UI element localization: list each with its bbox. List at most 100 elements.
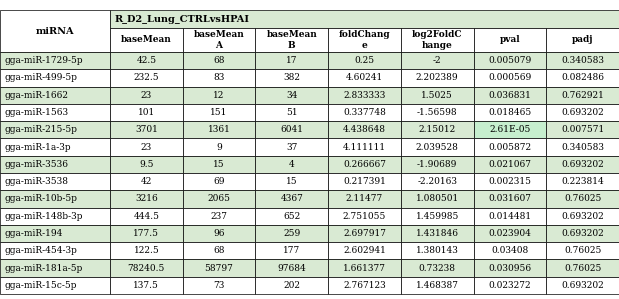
Text: 0.76025: 0.76025 (564, 194, 601, 203)
Bar (474, 173, 547, 190)
Bar (110, 121, 183, 138)
Text: 69: 69 (214, 177, 225, 186)
Bar (547, 260, 619, 277)
Bar (183, 69, 256, 87)
Text: 259: 259 (283, 229, 300, 238)
Bar (110, 173, 183, 190)
Text: 1361: 1361 (207, 125, 230, 134)
Bar (0, 138, 110, 156)
Text: 0.693202: 0.693202 (561, 212, 604, 221)
Text: gga-miR-148b-3p: gga-miR-148b-3p (5, 212, 84, 221)
Text: 0.018465: 0.018465 (488, 108, 532, 117)
Bar (547, 156, 619, 173)
Bar (474, 52, 547, 69)
Text: 0.762921: 0.762921 (561, 91, 604, 100)
Bar (474, 208, 547, 225)
Text: 0.337748: 0.337748 (343, 108, 386, 117)
Text: 0.693202: 0.693202 (561, 160, 604, 169)
Text: 0.340583: 0.340583 (561, 56, 604, 65)
Text: 0.223814: 0.223814 (561, 177, 604, 186)
Text: 0.266667: 0.266667 (343, 160, 386, 169)
Bar (0, 104, 110, 121)
Bar (256, 208, 328, 225)
Bar (110, 242, 183, 260)
Bar (474, 121, 547, 138)
Bar (474, 156, 547, 173)
Bar (547, 87, 619, 104)
Bar (474, 138, 547, 156)
Bar (328, 69, 401, 87)
Text: 1.080501: 1.080501 (415, 194, 459, 203)
Bar (547, 277, 619, 294)
Text: 97684: 97684 (277, 264, 306, 273)
Bar (183, 52, 256, 69)
Text: pval: pval (500, 36, 520, 45)
Text: 2.202389: 2.202389 (416, 74, 459, 83)
Text: 177: 177 (283, 246, 300, 255)
Bar (401, 190, 474, 208)
Bar (474, 277, 547, 294)
Text: 0.25: 0.25 (355, 56, 374, 65)
Text: 0.03408: 0.03408 (491, 246, 529, 255)
Bar (328, 52, 401, 69)
Text: 0.005872: 0.005872 (488, 143, 532, 152)
Text: foldChang
e: foldChang e (339, 30, 391, 50)
Bar (328, 87, 401, 104)
Text: 2.61E-05: 2.61E-05 (489, 125, 530, 134)
Bar (256, 87, 328, 104)
Text: 34: 34 (286, 91, 298, 100)
Text: 37: 37 (286, 143, 298, 152)
Text: 1.5025: 1.5025 (422, 91, 453, 100)
Text: 3216: 3216 (135, 194, 158, 203)
Text: 0.007571: 0.007571 (561, 125, 604, 134)
Text: 73: 73 (214, 281, 225, 290)
Text: 202: 202 (284, 281, 300, 290)
Text: 0.023904: 0.023904 (488, 229, 531, 238)
Text: 2.767123: 2.767123 (343, 281, 386, 290)
Bar (183, 121, 256, 138)
Bar (110, 104, 183, 121)
Text: 0.031607: 0.031607 (488, 194, 532, 203)
Text: 42.5: 42.5 (136, 56, 157, 65)
Bar (183, 260, 256, 277)
Bar (256, 277, 328, 294)
Bar (110, 156, 183, 173)
Bar (547, 28, 619, 52)
Bar (401, 87, 474, 104)
Bar (401, 156, 474, 173)
Text: gga-miR-3536: gga-miR-3536 (5, 160, 69, 169)
Text: -2: -2 (433, 56, 441, 65)
Bar (547, 121, 619, 138)
Text: 51: 51 (286, 108, 298, 117)
Text: 15: 15 (286, 177, 298, 186)
Bar (328, 242, 401, 260)
Bar (401, 260, 474, 277)
Text: 4.60241: 4.60241 (346, 74, 383, 83)
Bar (0, 10, 110, 52)
Text: baseMean
B: baseMean B (266, 30, 317, 50)
Bar (328, 260, 401, 277)
Text: 232.5: 232.5 (134, 74, 159, 83)
Text: gga-miR-3538: gga-miR-3538 (5, 177, 69, 186)
Bar (547, 138, 619, 156)
Text: 0.036831: 0.036831 (488, 91, 531, 100)
Bar (401, 208, 474, 225)
Text: gga-miR-499-5p: gga-miR-499-5p (5, 74, 78, 83)
Bar (110, 138, 183, 156)
Bar (474, 190, 547, 208)
Text: 6041: 6041 (280, 125, 303, 134)
Bar (401, 69, 474, 87)
Text: gga-miR-10b-5p: gga-miR-10b-5p (5, 194, 78, 203)
Bar (328, 173, 401, 190)
Text: 0.023272: 0.023272 (488, 281, 531, 290)
Bar (0, 69, 110, 87)
Text: 382: 382 (284, 74, 300, 83)
Bar (110, 260, 183, 277)
Bar (0, 173, 110, 190)
Bar (256, 156, 328, 173)
Bar (110, 190, 183, 208)
Text: 23: 23 (141, 91, 152, 100)
Bar (0, 242, 110, 260)
Bar (183, 87, 256, 104)
Bar (183, 138, 256, 156)
